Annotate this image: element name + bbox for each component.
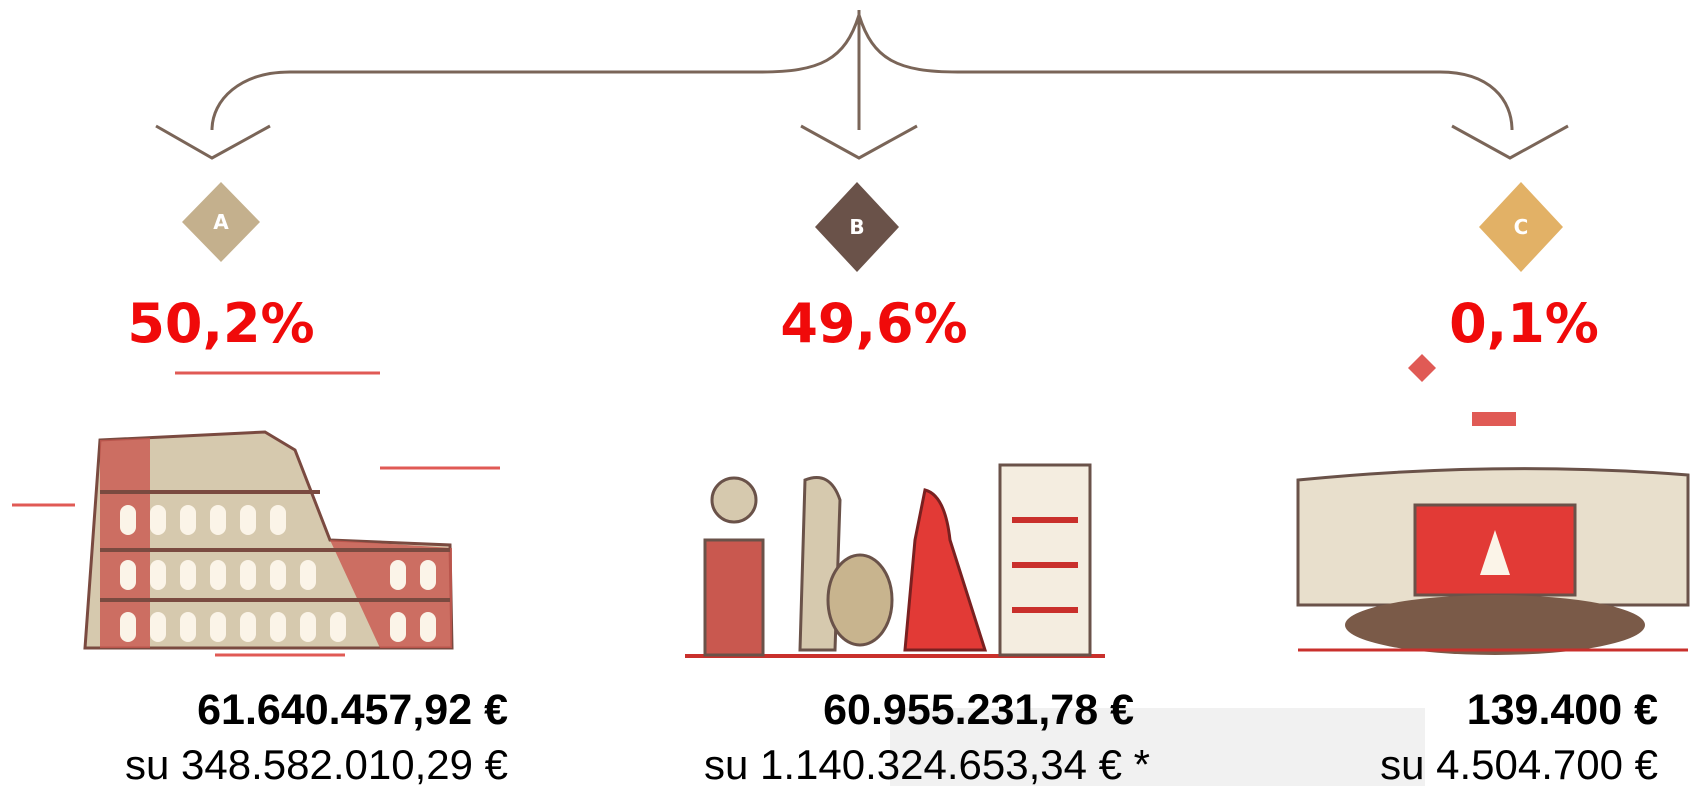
amount: 61.640.457,92 € — [0, 686, 508, 735]
total: su 348.582.010,29 € — [0, 741, 508, 789]
letter: C — [1514, 215, 1529, 239]
colosseum — [12, 373, 500, 655]
branch-arrows — [156, 10, 1568, 158]
percentage: 49,6% — [724, 292, 1024, 355]
amount: 60.955.231,78 € — [574, 686, 1134, 735]
percentage: 0,1% — [1374, 292, 1674, 355]
infographic: A B C — [0, 0, 1694, 786]
percentage: 50,2% — [71, 292, 371, 355]
letter: B — [849, 215, 864, 239]
diamonds: A B C — [182, 182, 1563, 272]
letter: A — [213, 210, 229, 234]
amount: 139.400 € — [1098, 686, 1658, 735]
theater — [1298, 354, 1688, 655]
page: A B C 50,2% 49,6% 0,1% 61.640.457,92 € 6… — [0, 0, 1694, 786]
total: su 4.504.700 € — [1038, 741, 1658, 789]
musicians — [685, 465, 1105, 656]
